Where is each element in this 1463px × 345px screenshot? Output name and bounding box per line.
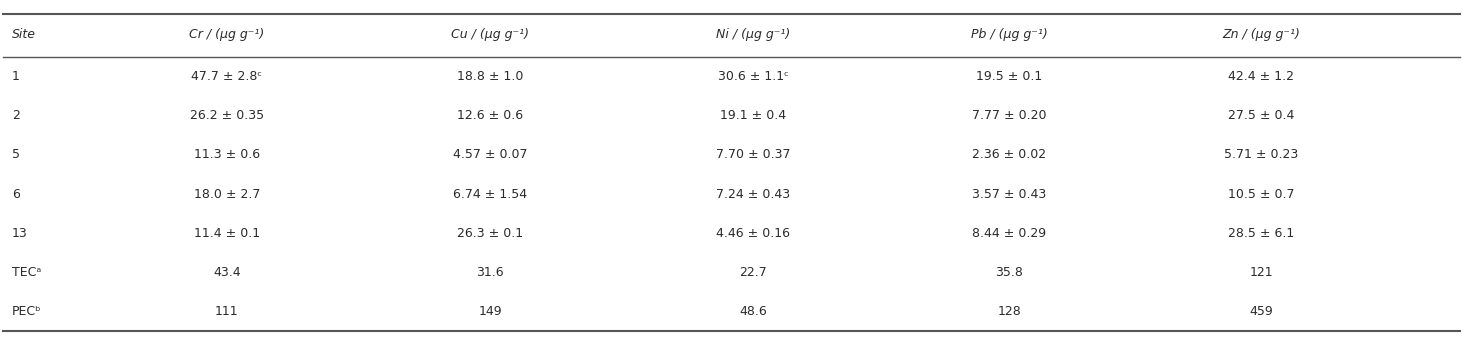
Text: 7.70 ± 0.37: 7.70 ± 0.37 (717, 148, 790, 161)
Text: 35.8: 35.8 (995, 266, 1024, 279)
Text: 1: 1 (12, 70, 19, 83)
Text: 43.4: 43.4 (214, 266, 240, 279)
Text: Ni / (μg g⁻¹): Ni / (μg g⁻¹) (717, 28, 790, 41)
Text: TECᵃ: TECᵃ (12, 266, 41, 279)
Text: 111: 111 (215, 305, 238, 318)
Text: 42.4 ± 1.2: 42.4 ± 1.2 (1227, 70, 1295, 83)
Text: 19.1 ± 0.4: 19.1 ± 0.4 (720, 109, 787, 122)
Text: 2.36 ± 0.02: 2.36 ± 0.02 (973, 148, 1046, 161)
Text: 10.5 ± 0.7: 10.5 ± 0.7 (1227, 188, 1295, 200)
Text: 149: 149 (478, 305, 502, 318)
Text: Cr / (μg g⁻¹): Cr / (μg g⁻¹) (189, 28, 265, 41)
Text: 4.57 ± 0.07: 4.57 ± 0.07 (454, 148, 527, 161)
Text: 8.44 ± 0.29: 8.44 ± 0.29 (973, 227, 1046, 240)
Text: 128: 128 (998, 305, 1021, 318)
Text: 47.7 ± 2.8ᶜ: 47.7 ± 2.8ᶜ (192, 70, 262, 83)
Text: 6: 6 (12, 188, 19, 200)
Text: 30.6 ± 1.1ᶜ: 30.6 ± 1.1ᶜ (718, 70, 789, 83)
Text: Cu / (μg g⁻¹): Cu / (μg g⁻¹) (451, 28, 530, 41)
Text: 7.24 ± 0.43: 7.24 ± 0.43 (717, 188, 790, 200)
Text: 18.0 ± 2.7: 18.0 ± 2.7 (193, 188, 260, 200)
Text: 11.3 ± 0.6: 11.3 ± 0.6 (193, 148, 260, 161)
Text: 5.71 ± 0.23: 5.71 ± 0.23 (1225, 148, 1298, 161)
Text: 459: 459 (1249, 305, 1273, 318)
Text: 31.6: 31.6 (477, 266, 503, 279)
Text: 11.4 ± 0.1: 11.4 ± 0.1 (193, 227, 260, 240)
Text: 18.8 ± 1.0: 18.8 ± 1.0 (456, 70, 524, 83)
Text: 4.46 ± 0.16: 4.46 ± 0.16 (717, 227, 790, 240)
Text: 3.57 ± 0.43: 3.57 ± 0.43 (973, 188, 1046, 200)
Text: 48.6: 48.6 (740, 305, 767, 318)
Text: 13: 13 (12, 227, 28, 240)
Text: 26.3 ± 0.1: 26.3 ± 0.1 (456, 227, 524, 240)
Text: 12.6 ± 0.6: 12.6 ± 0.6 (456, 109, 524, 122)
Text: 7.77 ± 0.20: 7.77 ± 0.20 (973, 109, 1046, 122)
Text: 19.5 ± 0.1: 19.5 ± 0.1 (976, 70, 1043, 83)
Text: 26.2 ± 0.35: 26.2 ± 0.35 (190, 109, 263, 122)
Text: Pb / (μg g⁻¹): Pb / (μg g⁻¹) (971, 28, 1048, 41)
Text: 2: 2 (12, 109, 19, 122)
Text: 6.74 ± 1.54: 6.74 ± 1.54 (454, 188, 527, 200)
Text: 22.7: 22.7 (740, 266, 767, 279)
Text: 121: 121 (1249, 266, 1273, 279)
Text: Site: Site (12, 28, 35, 41)
Text: 27.5 ± 0.4: 27.5 ± 0.4 (1227, 109, 1295, 122)
Text: 28.5 ± 6.1: 28.5 ± 6.1 (1227, 227, 1295, 240)
Text: 5: 5 (12, 148, 19, 161)
Text: Zn / (μg g⁻¹): Zn / (μg g⁻¹) (1222, 28, 1301, 41)
Text: PECᵇ: PECᵇ (12, 305, 41, 318)
